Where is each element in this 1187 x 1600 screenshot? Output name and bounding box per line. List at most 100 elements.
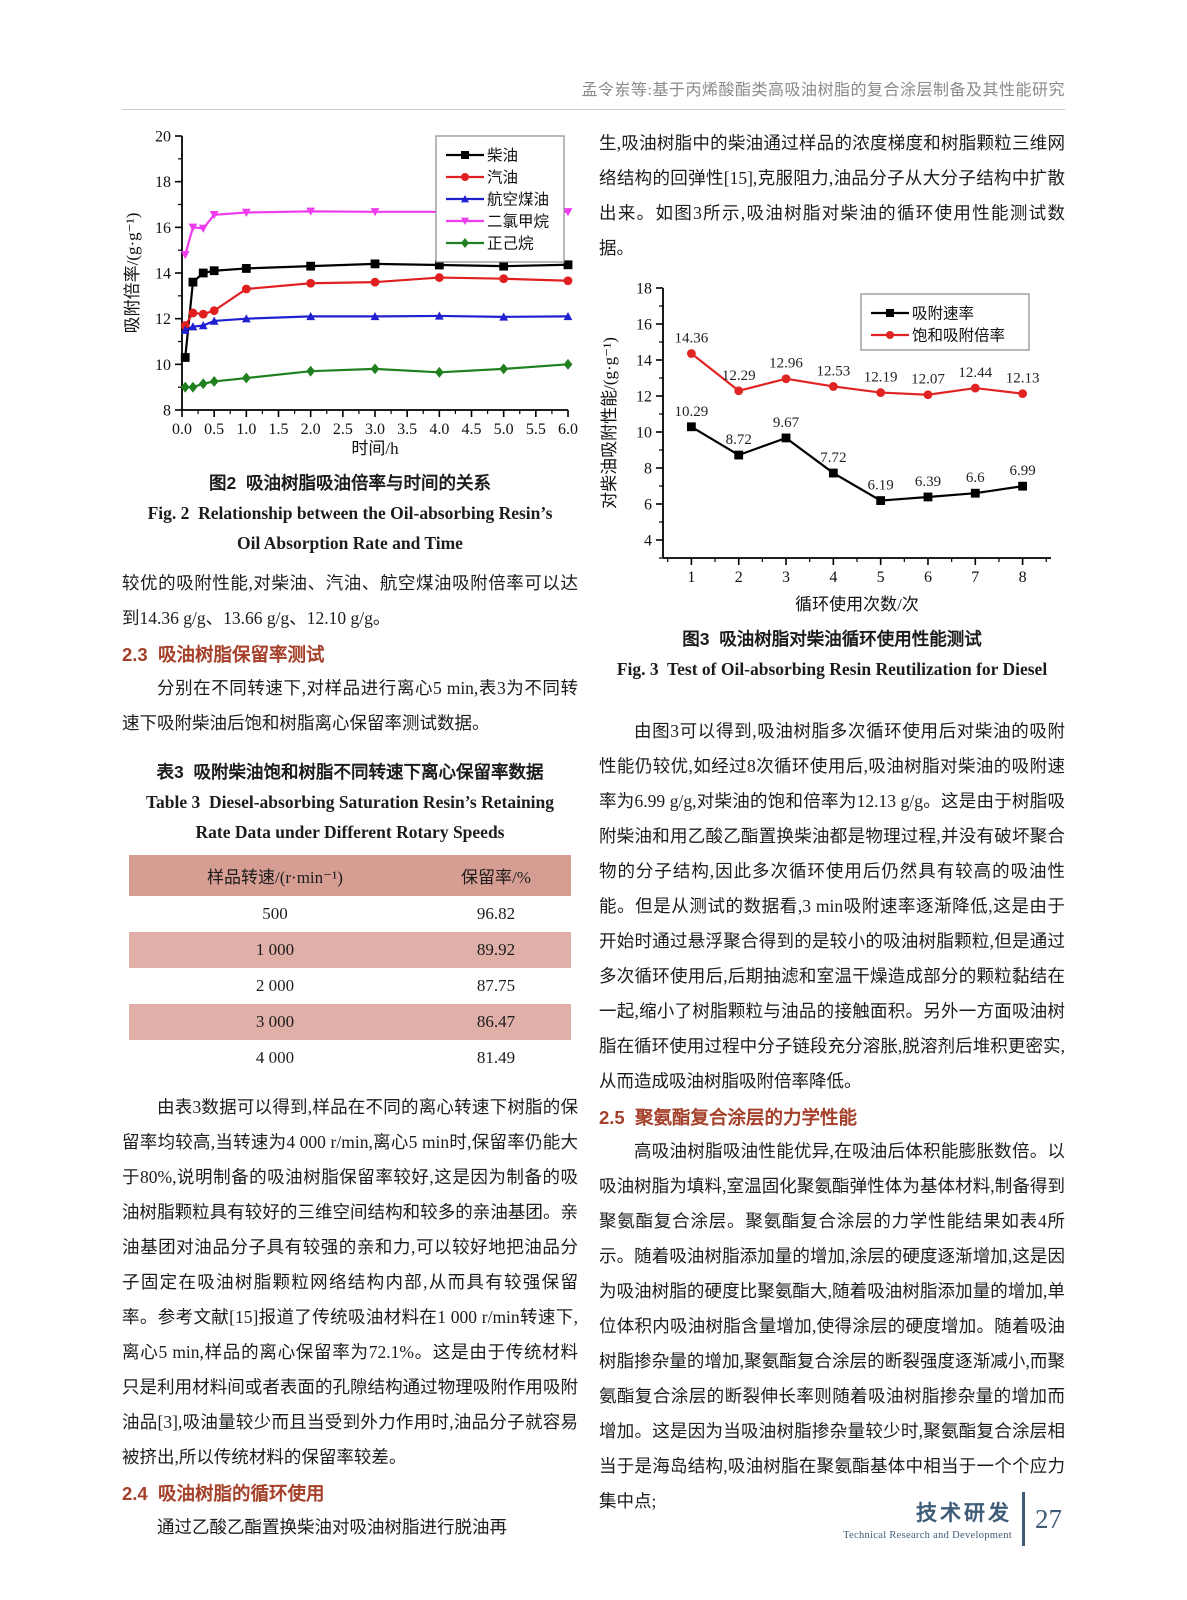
- svg-text:2.5: 2.5: [333, 421, 353, 438]
- running-head-title: 孟令岽等:基于丙烯酸酯类高吸油树脂的复合涂层制备及其性能研究: [581, 82, 1065, 99]
- fig3-caption-en: Fig. 3 Test of Oil-absorbing Resin Reuti…: [616, 659, 1048, 679]
- svg-text:10: 10: [155, 357, 171, 374]
- svg-text:吸附速率: 吸附速率: [912, 305, 974, 323]
- svg-text:12.13: 12.13: [1006, 371, 1040, 387]
- svg-text:7: 7: [971, 569, 979, 586]
- svg-text:6.0: 6.0: [558, 421, 578, 438]
- svg-text:6: 6: [924, 569, 932, 586]
- table3: 样品转速/(r·min⁻¹) 保留率/% 500 96.82 1 000 89.92 2…: [129, 855, 571, 1076]
- fig2-line-chart: 0.0 0.5 1.0 1.5 2.0 2.5 3.0 3.5 4.0 4.5 5.0 5.5 6.0 8…: [123, 129, 578, 459]
- svg-text:3.5: 3.5: [397, 421, 417, 438]
- two-column-body: 0.0 0.5 1.0 1.5 2.0 2.5 3.0 3.5 4.0 4.5 5.0 5.5 6.0 8…: [122, 126, 1065, 1545]
- table-row: 3 000 86.47: [129, 1004, 571, 1040]
- svg-text:0.0: 0.0: [172, 421, 192, 438]
- footer-labels: 技术研发 Technical Research and Development: [843, 1497, 1012, 1541]
- left-column: 0.0 0.5 1.0 1.5 2.0 2.5 3.0 3.5 4.0 4.5 5.0 5.5 6.0 8…: [122, 126, 578, 1545]
- fig3-caption-zh: 图3 吸油树脂对柴油循环使用性能测试: [682, 629, 982, 649]
- svg-text:6.6: 6.6: [966, 470, 985, 486]
- svg-text:20: 20: [155, 129, 171, 146]
- table3-col-speed: 样品转速/(r·min⁻¹): [129, 855, 421, 896]
- svg-text:3: 3: [782, 569, 790, 586]
- paragraph: 通过乙酸乙酯置换柴油对吸油树脂进行脱油再: [157, 1517, 507, 1537]
- fig3-line-chart: 1 2 3 4 5 6 7 84681012141618循环使用次数/次对柴油吸附性能/(g·…: [600, 281, 1051, 614]
- svg-text:12.29: 12.29: [722, 368, 756, 384]
- svg-text:柴油: 柴油: [487, 147, 518, 165]
- svg-text:7.72: 7.72: [820, 450, 846, 466]
- footer-divider: [1022, 1492, 1025, 1546]
- svg-text:18: 18: [155, 174, 171, 191]
- svg-text:对柴油吸附性能/(g·g⁻¹): 对柴油吸附性能/(g·g⁻¹): [600, 337, 619, 509]
- svg-text:时间/h: 时间/h: [351, 439, 399, 458]
- svg-text:10.29: 10.29: [675, 404, 709, 420]
- table3-body: 500 96.82 1 000 89.92 2 000 87.75 3 000 86.47 4 …: [129, 896, 571, 1076]
- svg-text:5.0: 5.0: [494, 421, 514, 438]
- svg-text:18: 18: [636, 281, 652, 298]
- right-column: 生,吸油树脂中的柴油通过样品的浓度梯度和树脂颗粒三维网络结构的回弹性[15],克…: [599, 126, 1065, 1545]
- section-heading-2-4: 2.4 吸油树脂的循环使用: [122, 1483, 325, 1504]
- svg-text:5: 5: [877, 569, 885, 586]
- svg-text:饱和吸附倍率: 饱和吸附倍率: [912, 327, 1005, 345]
- table3-col-retention: 保留率/%: [420, 855, 571, 896]
- svg-text:12.19: 12.19: [864, 370, 898, 386]
- table-row: 4 000 81.49: [255, 1048, 516, 1067]
- section-heading-2-5: 2.5 聚氨酯复合涂层的力学性能: [599, 1107, 857, 1128]
- svg-text:正己烷: 正己烷: [487, 235, 534, 253]
- running-head: 孟令岽等:基于丙烯酸酯类高吸油树脂的复合涂层制备及其性能研究: [122, 76, 1065, 110]
- table-row: 2 000 87.75: [255, 976, 516, 995]
- paragraph: 高吸油树脂吸油性能优异,在吸油后体积能膨胀数倍。以吸油树脂为填料,室温固化聚氨酯…: [599, 1141, 1065, 1511]
- table-row: 1 000 89.92: [129, 932, 571, 968]
- svg-text:9.67: 9.67: [773, 415, 800, 431]
- svg-text:吸附倍率/(g·g⁻¹): 吸附倍率/(g·g⁻¹): [123, 213, 142, 334]
- svg-text:航空煤油: 航空煤油: [487, 191, 549, 209]
- page-number: 27: [1035, 1503, 1062, 1534]
- paragraph: 由图3可以得到,吸油树脂多次循环使用后对柴油的吸附性能仍较优,如经过8次循环使用…: [599, 721, 1065, 1091]
- svg-text:5.5: 5.5: [526, 421, 546, 438]
- paragraph: 较优的吸附性能,对柴油、汽油、航空煤油吸附倍率可以达到14.36 g/g、13.…: [122, 573, 578, 628]
- svg-text:8: 8: [1019, 569, 1027, 586]
- svg-text:1.0: 1.0: [236, 421, 256, 438]
- svg-text:4.5: 4.5: [462, 421, 482, 438]
- svg-text:14.36: 14.36: [675, 331, 709, 347]
- paragraph: 分别在不同转速下,对样品进行离心5 min,表3为不同转速下吸附柴油后饱和树脂离…: [122, 678, 578, 733]
- svg-text:4: 4: [644, 533, 652, 550]
- svg-text:8.72: 8.72: [726, 432, 752, 448]
- svg-text:12.53: 12.53: [816, 363, 850, 379]
- fig2-caption-en-line1: Fig. 2 Relationship between the Oil-abso…: [147, 503, 553, 523]
- svg-text:16: 16: [155, 220, 171, 237]
- svg-text:2.0: 2.0: [301, 421, 321, 438]
- svg-text:14: 14: [155, 266, 171, 283]
- svg-text:6.19: 6.19: [868, 478, 894, 494]
- svg-text:10: 10: [636, 425, 652, 442]
- fig2-caption-zh: 图2 吸油树脂吸油倍率与时间的关系: [209, 473, 491, 493]
- footer-section-en: Technical Research and Development: [843, 1530, 1012, 1541]
- page-footer: 技术研发 Technical Research and Development …: [843, 1492, 1062, 1546]
- svg-text:8: 8: [644, 461, 652, 478]
- svg-text:0.5: 0.5: [204, 421, 224, 438]
- svg-text:12.44: 12.44: [958, 365, 992, 381]
- svg-text:6.99: 6.99: [1009, 463, 1035, 479]
- fig2-caption-en-line2: Oil Absorption Rate and Time: [237, 533, 463, 553]
- svg-text:1.5: 1.5: [269, 421, 289, 438]
- svg-text:8: 8: [163, 403, 171, 420]
- paragraph: 由表3数据可以得到,样品在不同的离心转速下树脂的保留率均较高,当转速为4 000…: [122, 1097, 578, 1467]
- svg-text:二氯甲烷: 二氯甲烷: [487, 213, 550, 231]
- svg-text:12: 12: [636, 389, 652, 406]
- section-heading-2-3: 2.3 吸油树脂保留率测试: [122, 644, 325, 665]
- svg-text:12.07: 12.07: [911, 372, 945, 388]
- svg-text:16: 16: [636, 317, 652, 334]
- svg-text:12: 12: [155, 311, 171, 328]
- svg-text:1: 1: [687, 569, 695, 586]
- table3-caption-en-line2: Rate Data under Different Rotary Speeds: [195, 822, 505, 842]
- svg-text:6: 6: [644, 497, 652, 514]
- svg-text:2: 2: [735, 569, 743, 586]
- table3-caption-zh: 表3 吸附柴油饱和树脂不同转速下离心保留率数据: [156, 762, 544, 782]
- svg-text:汽油: 汽油: [487, 169, 518, 187]
- table-row: 500 96.82: [262, 904, 516, 923]
- svg-text:循环使用次数/次: 循环使用次数/次: [795, 594, 919, 614]
- paragraph: 生,吸油树脂中的柴油通过样品的浓度梯度和树脂颗粒三维网络结构的回弹性[15],克…: [599, 133, 1065, 258]
- svg-text:4.0: 4.0: [429, 421, 449, 438]
- svg-text:12.96: 12.96: [769, 356, 803, 372]
- svg-text:14: 14: [636, 353, 652, 370]
- svg-text:3.0: 3.0: [365, 421, 385, 438]
- svg-text:4: 4: [829, 569, 837, 586]
